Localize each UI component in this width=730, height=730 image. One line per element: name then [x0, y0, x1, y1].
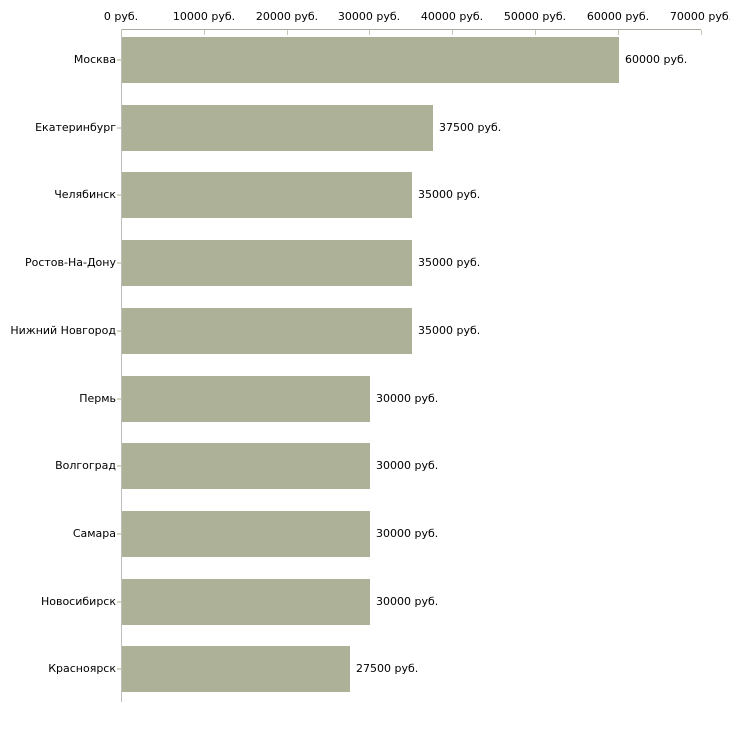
y-tick-mark	[117, 533, 121, 535]
category-label: Ростов-На-Дону	[24, 256, 116, 269]
x-tick-label: 70000 руб.	[669, 10, 730, 23]
category-label: Пермь	[79, 392, 116, 405]
x-tick-label: 40000 руб.	[420, 10, 484, 23]
y-tick-mark	[117, 59, 121, 61]
x-tick-mark	[701, 30, 702, 35]
value-label: 30000 руб.	[376, 392, 439, 405]
x-tick-label: 0 руб.	[103, 10, 139, 23]
x-tick-label: 30000 руб.	[337, 10, 401, 23]
x-axis-line	[121, 29, 701, 30]
value-label: 30000 руб.	[376, 595, 439, 608]
x-tick-mark	[204, 30, 205, 35]
x-tick-label: 50000 руб.	[503, 10, 567, 23]
value-label: 35000 руб.	[418, 256, 481, 269]
x-tick-mark	[452, 30, 453, 35]
category-label: Новосибирск	[40, 595, 116, 608]
bar	[122, 646, 350, 692]
category-label: Москва	[73, 53, 116, 66]
x-tick-label: 20000 руб.	[255, 10, 319, 23]
y-axis-line	[121, 29, 122, 702]
bar	[122, 37, 619, 83]
category-label: Волгоград	[55, 459, 116, 472]
category-label: Нижний Новгород	[10, 324, 116, 337]
x-tick-mark	[121, 30, 122, 35]
x-tick-label: 60000 руб.	[586, 10, 650, 23]
y-tick-mark	[117, 330, 121, 332]
value-label: 60000 руб.	[625, 53, 688, 66]
value-label: 37500 руб.	[439, 121, 502, 134]
bar	[122, 240, 412, 286]
y-tick-mark	[117, 465, 121, 467]
x-tick-label: 10000 руб.	[172, 10, 236, 23]
y-tick-mark	[117, 262, 121, 264]
value-label: 35000 руб.	[418, 324, 481, 337]
category-label: Красноярск	[48, 662, 116, 675]
category-label: Челябинск	[54, 188, 116, 201]
x-tick-mark	[535, 30, 536, 35]
x-tick-mark	[618, 30, 619, 35]
y-tick-mark	[117, 194, 121, 196]
y-tick-mark	[117, 668, 121, 670]
value-label: 30000 руб.	[376, 527, 439, 540]
value-label: 27500 руб.	[356, 662, 419, 675]
y-tick-mark	[117, 601, 121, 603]
bar	[122, 443, 370, 489]
bar	[122, 172, 412, 218]
bar	[122, 105, 433, 151]
bar	[122, 579, 370, 625]
value-label: 35000 руб.	[418, 188, 481, 201]
bar	[122, 376, 370, 422]
y-tick-mark	[117, 398, 121, 400]
bar	[122, 511, 370, 557]
category-label: Самара	[72, 527, 116, 540]
x-tick-mark	[369, 30, 370, 35]
bar	[122, 308, 412, 354]
y-tick-mark	[117, 127, 121, 129]
x-tick-mark	[287, 30, 288, 35]
category-label: Екатеринбург	[35, 121, 116, 134]
value-label: 30000 руб.	[376, 459, 439, 472]
